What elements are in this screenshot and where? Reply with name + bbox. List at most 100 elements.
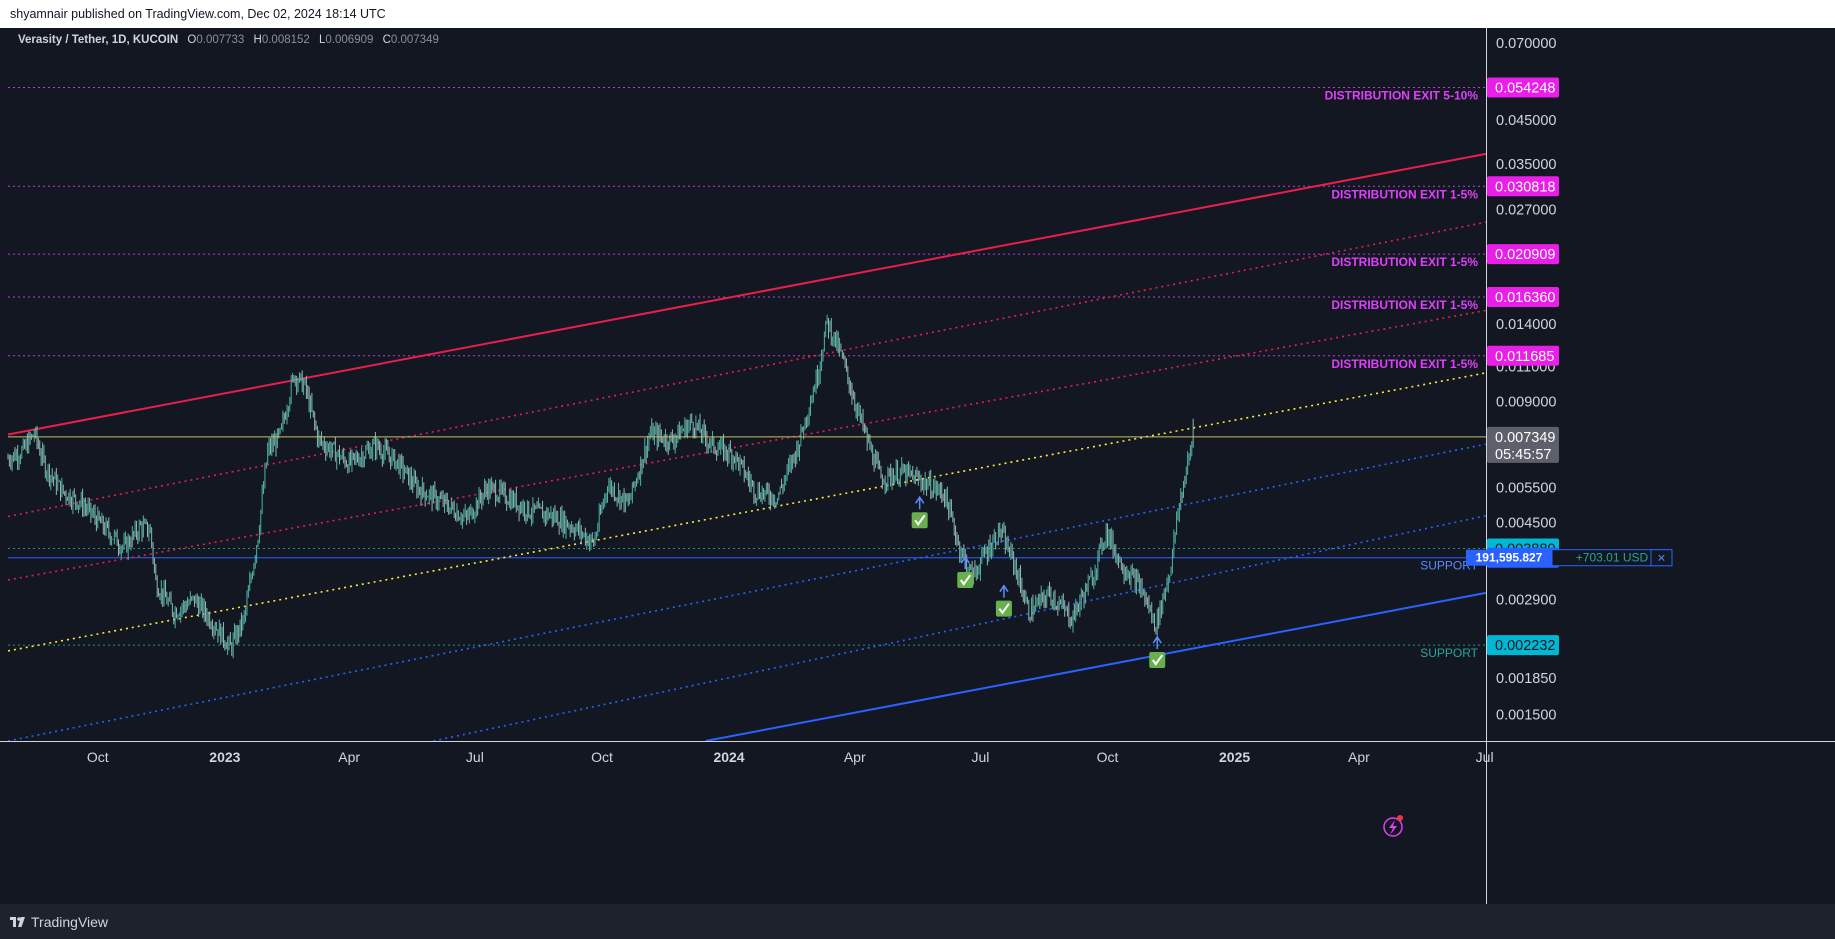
- low-value: 0.006909: [325, 34, 374, 46]
- time-tick-label: Apr: [844, 749, 866, 765]
- level-price-tag-7-bg: [1487, 635, 1559, 656]
- channel-lines-layer: [7, 152, 1487, 742]
- countdown-label: 05:45:57: [1495, 447, 1551, 463]
- time-tick-label: 2025: [1219, 749, 1250, 765]
- flash-icon-bolt: [1389, 820, 1397, 835]
- position-quantity: 191,595.827: [1476, 551, 1543, 565]
- time-axis: Oct 2023 Apr Jul Oct 2024 Apr Jul Oct 2025 Apr Jul: [0, 741, 1835, 904]
- level-price-tag-3-bg: [1487, 286, 1559, 307]
- channel-line-3: [7, 372, 1487, 652]
- time-tick-label: Apr: [338, 749, 360, 765]
- last-price-tag-bg: [1487, 426, 1559, 463]
- symbol-title: Verasity / Tether, 1D, KUCOIN: [18, 34, 179, 46]
- position-widget: 191,595.827 +703.01 USD ×: [1466, 549, 1673, 567]
- price-tick-label: 0.045000: [1496, 113, 1556, 129]
- level-price-tag-4-bg: [1487, 345, 1559, 366]
- flash-icon-ring: [1383, 817, 1403, 837]
- publisher-line: shyamnair published on TradingView.com, …: [10, 7, 386, 21]
- symbol-legend[interactable]: Verasity / Tether, 1D, KUCOIN O0.007733 …: [18, 34, 439, 46]
- level-price-tag-4: 0.011685: [1495, 349, 1554, 365]
- time-tick-label: 2023: [209, 749, 240, 765]
- close-label: C: [382, 34, 391, 46]
- price-chart[interactable]: DISTRIBUTION EXIT 5-10% DISTRIBUTION EXIT…: [0, 28, 1835, 904]
- check-icon: [995, 600, 1012, 617]
- price-tick-label: 0.027000: [1496, 202, 1556, 218]
- price-tick-label: 0.009000: [1496, 394, 1556, 410]
- open-label: O: [187, 34, 197, 46]
- level-price-tag-7: 0.002232: [1495, 638, 1555, 654]
- position-pnl: +703.01 USD: [1576, 551, 1649, 565]
- level-label-1: DISTRIBUTION EXIT 1-5%: [1331, 187, 1478, 201]
- price-tick-label: 0.005500: [1496, 481, 1556, 497]
- price-tick-label: 0.014000: [1496, 317, 1556, 333]
- open-value: 0.007733: [196, 34, 245, 46]
- buy-marker-3[interactable]: [1149, 635, 1166, 669]
- price-axis-bg: [1486, 28, 1835, 904]
- price-tick-label: 0.070000: [1496, 36, 1556, 52]
- close-icon[interactable]: ×: [1657, 550, 1665, 566]
- flash-icon-layer: [1383, 815, 1403, 837]
- check-mark: [1151, 654, 1164, 666]
- check-mark: [998, 603, 1010, 615]
- level-price-tag-1: 0.030818: [1495, 179, 1555, 195]
- check-mark: [914, 514, 926, 526]
- price-tick-label: 0.004500: [1496, 516, 1556, 532]
- buy-arrow-head: [999, 584, 1009, 593]
- level-price-tag-2-bg: [1487, 244, 1559, 265]
- time-tick-label: Oct: [591, 749, 613, 765]
- time-tick-label: Jul: [466, 749, 484, 765]
- channel-line-2: [7, 309, 1487, 581]
- buy-marker-1[interactable]: [957, 555, 974, 589]
- level-price-tag-1-bg: [1487, 176, 1559, 197]
- buy-arrow-head: [915, 495, 925, 504]
- tradingview-logo-icon: [10, 916, 25, 927]
- buy-arrow-head: [1152, 635, 1162, 644]
- level-price-tag-3: 0.016360: [1495, 290, 1555, 306]
- channel-line-0: [7, 152, 1487, 436]
- chart-area[interactable]: DISTRIBUTION EXIT 5-10% DISTRIBUTION EXIT…: [0, 28, 1835, 904]
- level-label-0: DISTRIBUTION EXIT 5-10%: [1325, 88, 1479, 102]
- time-tick-label: Apr: [1348, 749, 1370, 765]
- price-tick-label: 0.001850: [1496, 671, 1556, 687]
- tradingview-brand: TradingView: [31, 913, 109, 930]
- buy-marker-0[interactable]: [911, 495, 928, 529]
- level-price-tag-2: 0.020909: [1495, 247, 1555, 263]
- time-tick-label: Oct: [1097, 749, 1119, 765]
- close-position-button[interactable]: [1650, 549, 1673, 567]
- time-tick-label: Jul: [971, 749, 989, 765]
- time-tick-label: Oct: [87, 749, 109, 765]
- check-mark: [959, 574, 972, 586]
- price-tick-label: 0.035000: [1496, 157, 1556, 173]
- price-axis: 0.070000 0.045000 0.035000 0.027000 0.014000…: [1486, 28, 1835, 904]
- horizontal-levels-layer: DISTRIBUTION EXIT 5-10% DISTRIBUTION EXIT…: [8, 86, 1486, 660]
- channel-line-6: [705, 591, 1487, 742]
- channel-line-4: [7, 443, 1487, 742]
- buy-arrow-head: [960, 555, 970, 564]
- flash-icon[interactable]: [1383, 815, 1403, 837]
- check-icon: [911, 512, 928, 529]
- low-label: L: [319, 34, 326, 46]
- position-qty-bg[interactable]: [1466, 549, 1552, 566]
- buy-marker-2[interactable]: [995, 584, 1012, 617]
- flash-icon-dot: [1397, 815, 1403, 821]
- level-price-tag-0-bg: [1487, 77, 1559, 98]
- price-tick-label: 0.001500: [1496, 708, 1556, 724]
- footer-bar: TradingView: [0, 904, 1835, 939]
- high-label: H: [253, 34, 262, 46]
- check-icon: [1149, 652, 1166, 669]
- tradingview-logo[interactable]: TradingView: [10, 914, 108, 930]
- publisher-header: shyamnair published on TradingView.com, …: [0, 0, 1835, 28]
- close-value: 0.007349: [390, 34, 439, 46]
- last-price-tag: 0.007349: [1495, 430, 1555, 446]
- level-price-tag-0: 0.054248: [1495, 80, 1555, 96]
- check-icon: [957, 572, 974, 589]
- candles-layer: [7, 314, 1194, 659]
- high-value: 0.008152: [261, 34, 310, 46]
- price-tick-label: 0.002900: [1496, 592, 1556, 608]
- level-label-4: DISTRIBUTION EXIT 1-5%: [1331, 357, 1478, 371]
- level-label-7: SUPPORT: [1420, 646, 1478, 660]
- level-label-6: SUPPORT: [1420, 559, 1478, 573]
- level-label-3: DISTRIBUTION EXIT 1-5%: [1331, 298, 1478, 312]
- level-label-2: DISTRIBUTION EXIT 1-5%: [1331, 255, 1478, 269]
- channel-line-1: [7, 221, 1487, 518]
